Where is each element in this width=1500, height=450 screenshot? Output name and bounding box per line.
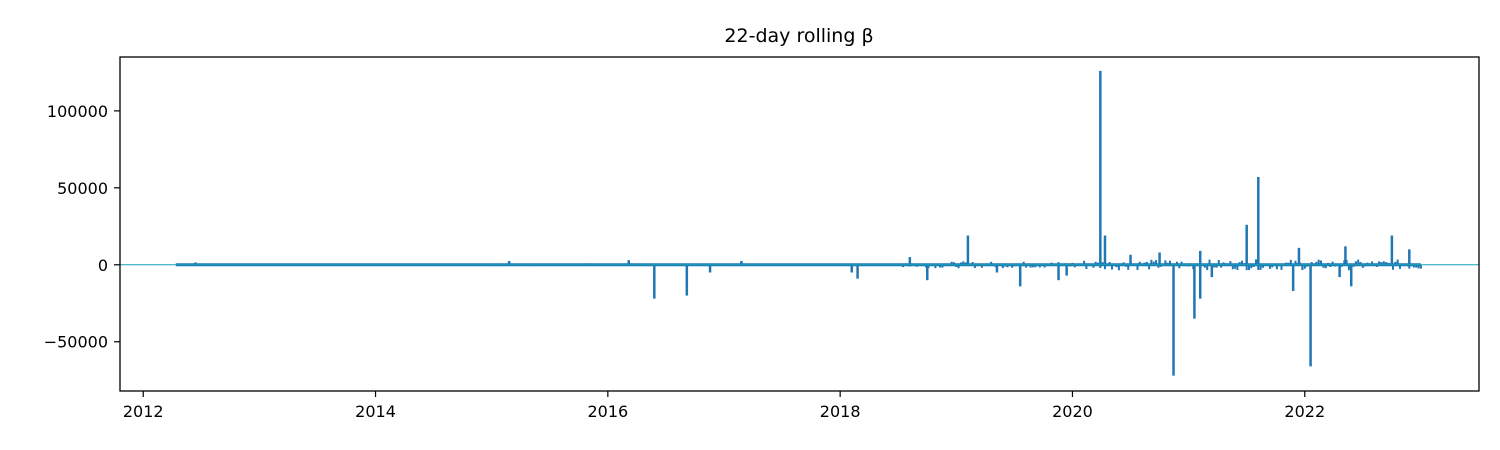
y-axis: −50000 0 50000 100000 (44, 102, 120, 352)
x-tick-label: 2018 (820, 402, 861, 421)
chart-title: 22-day rolling β (724, 25, 873, 47)
x-axis: 2012 2014 2016 2018 2020 2022 (123, 391, 1325, 421)
y-tick-label: 50000 (57, 179, 108, 198)
y-tick-label: 0 (98, 256, 108, 275)
y-tick-label: −50000 (44, 333, 108, 352)
x-tick-label: 2012 (123, 402, 164, 421)
data-layer (175, 70, 1422, 376)
x-tick-label: 2016 (587, 402, 628, 421)
x-tick-label: 2022 (1284, 402, 1325, 421)
plot-frame (119, 56, 1480, 392)
x-tick-label: 2020 (1052, 402, 1093, 421)
y-tick-label: 100000 (47, 102, 108, 121)
x-tick-label: 2014 (355, 402, 396, 421)
